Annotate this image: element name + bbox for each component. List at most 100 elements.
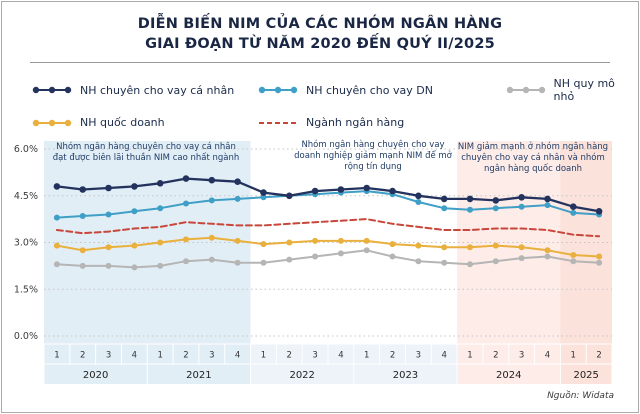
- data-point: [363, 247, 370, 254]
- data-point: [518, 194, 525, 201]
- series-line-3: [55, 218, 601, 238]
- quarter-label: 1: [467, 351, 472, 361]
- data-point: [79, 213, 86, 220]
- data-point: [441, 259, 448, 266]
- data-point: [389, 253, 396, 260]
- data-point: [79, 247, 86, 254]
- data-point: [79, 263, 86, 270]
- chart-title: DIỄN BIẾN NIM CỦA CÁC NHÓM NGÂN HÀNG GIA…: [2, 2, 638, 54]
- year-label: 2021: [186, 370, 211, 381]
- line-dot-marker-icon: [32, 86, 72, 94]
- nim-line-chart: 0.0% 1.5% 3.0% 4.5% 6.0% 2020 2021 2022 2023 2024…: [14, 141, 613, 385]
- quarter-label: 3: [416, 351, 421, 361]
- line-dot-marker-icon: [506, 86, 546, 94]
- legend-label: NH chuyên cho vay DN: [306, 83, 433, 97]
- year-label: 2020: [83, 370, 108, 381]
- annotation-2024-2025: NIM giảm mạnh ở nhóm ngân hàng chuyên ch…: [457, 142, 609, 175]
- quarter-label: 2: [493, 351, 498, 361]
- data-point: [131, 242, 138, 249]
- data-point: [363, 184, 371, 192]
- data-point: [183, 236, 189, 243]
- data-point: [467, 206, 473, 213]
- data-point: [544, 253, 551, 260]
- legend-label: NH quy mô nhỏ: [553, 77, 615, 104]
- data-point: [260, 189, 267, 197]
- chart-legend: NH chuyên cho vay cá nhân NH chuyên cho v…: [32, 77, 638, 129]
- data-point: [492, 197, 500, 204]
- data-point: [234, 238, 241, 245]
- quarter-label: 4: [441, 351, 446, 361]
- data-point: [415, 258, 422, 265]
- data-point: [208, 197, 215, 204]
- data-point: [570, 210, 577, 217]
- data-point: [440, 195, 448, 203]
- data-point: [544, 247, 551, 254]
- data-point: [79, 186, 86, 193]
- year-label: 2025: [573, 370, 598, 381]
- data-point: [53, 183, 61, 190]
- data-point: [312, 253, 319, 260]
- quarter-label: 1: [364, 351, 369, 361]
- data-point: [518, 203, 525, 210]
- data-point: [363, 238, 370, 245]
- quarter-label: 1: [571, 351, 576, 361]
- data-point: [311, 187, 319, 195]
- data-point: [157, 205, 164, 212]
- data-point: [312, 238, 319, 245]
- data-point: [492, 242, 499, 249]
- quarter-label: 4: [545, 351, 550, 361]
- data-point: [389, 241, 396, 248]
- data-point: [157, 239, 164, 246]
- data-point: [570, 203, 577, 211]
- data-point: [286, 239, 293, 246]
- quarter-label: 3: [519, 351, 524, 361]
- data-point: [156, 180, 164, 187]
- series-line-1: [55, 249, 601, 269]
- y-tick-label: 4.5%: [14, 191, 38, 202]
- legend-label: NH chuyên cho vay cá nhân: [80, 83, 235, 97]
- quarter-label: 1: [157, 351, 162, 361]
- title-line-2: GIAI ĐOẠN TỪ NĂM 2020 ĐẾN QUÝ II/2025: [145, 35, 495, 52]
- y-tick-label: 6.0%: [14, 144, 38, 155]
- legend-item-3: NH quy mô nhỏ: [506, 77, 638, 103]
- data-point: [131, 208, 138, 215]
- quarter-label: 2: [80, 351, 85, 361]
- annotation-2020-2021: Nhóm ngân hàng chuyên cho vay cá nhân đạ…: [52, 142, 240, 164]
- data-point: [415, 242, 422, 249]
- data-point: [492, 258, 499, 265]
- data-point: [544, 202, 551, 209]
- data-point: [337, 238, 344, 245]
- data-point: [105, 184, 112, 192]
- data-point: [337, 186, 345, 193]
- quarter-label: 4: [235, 351, 240, 361]
- data-point: [518, 244, 525, 251]
- data-point: [105, 263, 112, 270]
- legend-item-1: NH chuyên cho vay cá nhân: [32, 84, 258, 97]
- data-point: [467, 261, 473, 268]
- data-point: [234, 259, 241, 266]
- legend-item-4: NH quốc doanh: [32, 116, 258, 129]
- source-credit: Nguồn: Widata: [547, 391, 614, 402]
- data-point: [286, 256, 293, 263]
- data-point: [467, 244, 473, 251]
- dashed-line-marker-icon: [259, 121, 297, 124]
- data-point: [415, 199, 422, 206]
- series-line-5: [55, 177, 601, 213]
- data-point: [415, 192, 422, 200]
- y-tick-label: 3.0%: [14, 238, 38, 249]
- data-point: [570, 252, 577, 259]
- data-point: [595, 208, 603, 215]
- quarter-label: 1: [261, 351, 266, 361]
- quarter-label: 4: [338, 351, 343, 361]
- data-point: [544, 195, 551, 203]
- data-point: [105, 244, 112, 251]
- y-tick-label: 1.5%: [14, 284, 38, 295]
- data-point: [53, 261, 60, 268]
- series-line-4: [55, 190, 601, 219]
- legend-item-5: Ngành ngân hàng: [258, 116, 506, 129]
- quarter-label: 3: [209, 351, 214, 361]
- line-dot-marker-icon: [258, 86, 298, 94]
- year-label: 2023: [393, 370, 418, 381]
- data-point: [389, 187, 396, 195]
